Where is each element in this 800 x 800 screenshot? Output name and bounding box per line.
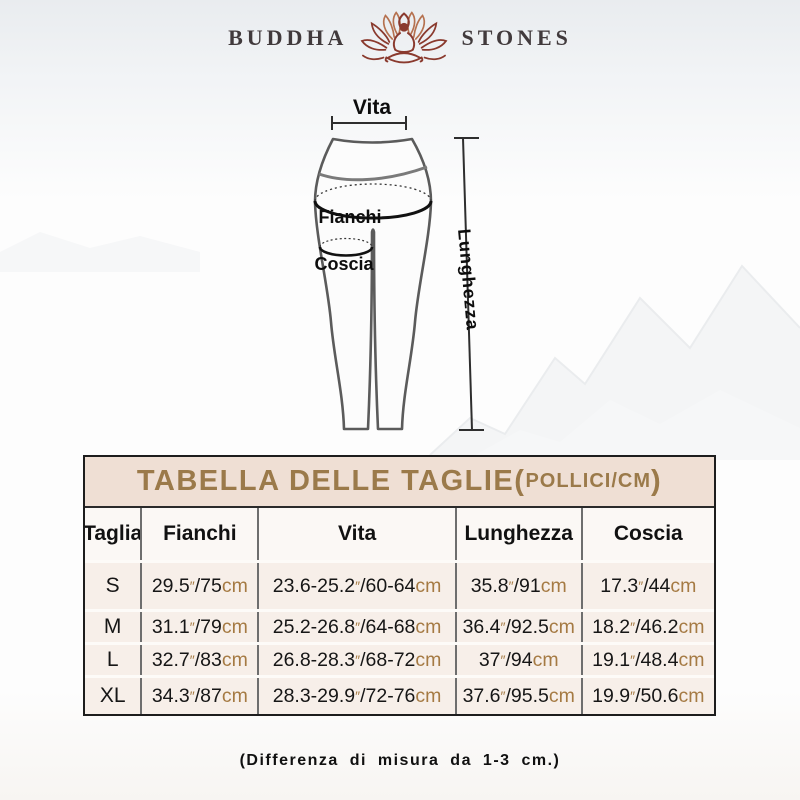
measurement-cell: 19.9 ″/50.6 cm bbox=[580, 678, 714, 714]
column-header: Vita bbox=[257, 508, 455, 560]
cm-unit: cm bbox=[678, 684, 705, 707]
table-row-l: L 32.7 ″/83 cm 26.8-28.3 ″/68-72 cm 37 ″/94 cm 19.… bbox=[85, 642, 714, 675]
cm-unit: cm bbox=[548, 615, 575, 638]
table-header-row: Taglia Fianchi Vita Lunghezza Coscia bbox=[85, 508, 714, 560]
inch-mark: ″ bbox=[630, 619, 636, 635]
inch-mark: ″ bbox=[189, 688, 195, 704]
size-table: TABELLA DELLE TAGLIE(POLLICI/CM) Taglia F… bbox=[83, 455, 716, 716]
hips-label: Fianchi bbox=[318, 207, 382, 227]
hips-ellipse-solid bbox=[313, 200, 433, 220]
size-label: L bbox=[106, 648, 119, 671]
inch-mark: ″ bbox=[189, 652, 195, 668]
inch-mark: ″ bbox=[500, 688, 506, 704]
waistband-seam bbox=[318, 165, 428, 182]
cm-unit: cm bbox=[415, 574, 442, 597]
size-table-rows: Taglia Fianchi Vita Lunghezza Coscia S 29.5 ″/7… bbox=[85, 508, 714, 714]
size-table-title-unit: POLLICI/CM bbox=[525, 470, 651, 492]
measurement-cell: 25.2-26.8 ″/64-68 cm bbox=[257, 612, 455, 642]
cm-unit: cm bbox=[540, 574, 567, 597]
measurement-cell: 32.7 ″/83 cm bbox=[140, 645, 257, 675]
measurement-cell: 18.2 ″/46.2 cm bbox=[580, 612, 714, 642]
column-header: Taglia bbox=[85, 522, 141, 545]
measurement-cell: 26.8-28.3 ″/68-72 cm bbox=[257, 645, 455, 675]
inch-mark: ″ bbox=[630, 652, 636, 668]
measurement-tolerance-note: (Differenza di misura da 1-3 cm.) bbox=[239, 752, 561, 769]
measurement-cell: 37.6 ″/95.5 cm bbox=[454, 678, 581, 714]
cm-unit: cm bbox=[678, 615, 705, 638]
cm-unit: cm bbox=[678, 648, 705, 671]
size-label: XL bbox=[99, 684, 126, 707]
inch-mark: ″ bbox=[638, 578, 644, 594]
inch-mark: ″ bbox=[500, 619, 506, 635]
cm-unit: cm bbox=[221, 648, 248, 671]
table-row-s: S 29.5 ″/75 cm 23.6-25.2 ″/60-64 cm 35.8 ″/91 cm 1… bbox=[85, 560, 714, 609]
measurement-cell: 29.5 ″/75 cm bbox=[140, 563, 257, 609]
brand-name-left: BUDDHA bbox=[228, 25, 348, 50]
inch-mark: ″ bbox=[355, 652, 361, 668]
cm-unit: cm bbox=[221, 615, 248, 638]
inch-mark: ″ bbox=[189, 619, 195, 635]
cm-unit: cm bbox=[221, 684, 248, 707]
inch-mark: ″ bbox=[355, 688, 361, 704]
measurement-cell: 35.8 ″/91 cm bbox=[454, 563, 581, 609]
size-table-title: TABELLA DELLE TAGLIE(POLLICI/CM) bbox=[85, 457, 714, 508]
brand-name-right: STONES bbox=[461, 25, 572, 50]
measurement-cell: 28.3-29.9 ″/72-76 cm bbox=[257, 678, 455, 714]
column-header: Coscia bbox=[580, 508, 714, 560]
inch-mark: ″ bbox=[355, 619, 361, 635]
measurement-cell: 31.1 ″/79 cm bbox=[140, 612, 257, 642]
measurement-cell: 36.4 ″/92.5 cm bbox=[454, 612, 581, 642]
measurement-cell: 37 ″/94 cm bbox=[454, 645, 581, 675]
cm-unit: cm bbox=[415, 684, 442, 707]
length-measure-line bbox=[454, 137, 484, 431]
waist-measure-line bbox=[331, 116, 407, 130]
cm-unit: cm bbox=[670, 574, 697, 597]
size-label: M bbox=[103, 615, 122, 638]
inch-mark: ″ bbox=[189, 578, 195, 594]
leggings-outline bbox=[313, 137, 433, 431]
brand-header: BUDDHA STONES bbox=[0, 6, 800, 70]
inch-mark: ″ bbox=[500, 652, 506, 668]
cm-unit: cm bbox=[532, 648, 559, 671]
thigh-ellipse-dotted bbox=[319, 237, 373, 248]
measurement-cell: 23.6-25.2 ″/60-64 cm bbox=[257, 563, 455, 609]
inch-mark: ″ bbox=[355, 578, 361, 594]
size-table-title-main: TABELLA DELLE TAGLIE( bbox=[136, 465, 526, 497]
cm-unit: cm bbox=[415, 648, 442, 671]
thigh-ellipse-solid bbox=[318, 246, 374, 257]
column-header: Lunghezza bbox=[454, 508, 581, 560]
table-row-xl: XL 34.3 ″/87 cm 28.3-29.9 ″/72-76 cm 37.6 ″/95.5… bbox=[85, 675, 714, 714]
table-row-m: M 31.1 ″/79 cm 25.2-26.8 ″/64-68 cm 36.4 ″/92.5 c… bbox=[85, 609, 714, 642]
size-table-title-close: ) bbox=[650, 465, 663, 497]
thigh-label: Coscia bbox=[314, 254, 374, 274]
cm-unit: cm bbox=[415, 615, 442, 638]
cm-unit: cm bbox=[221, 574, 248, 597]
measurement-cell: 17.3 ″/44 cm bbox=[580, 563, 714, 609]
hips-ellipse-dotted bbox=[314, 183, 432, 202]
measurement-cell: 19.1 ″/48.4 cm bbox=[580, 645, 714, 675]
inch-mark: ″ bbox=[630, 688, 636, 704]
leggings-diagram bbox=[313, 116, 484, 431]
measurement-cell: 34.3 ″/87 cm bbox=[140, 678, 257, 714]
lotus-meditation-icon bbox=[361, 11, 448, 64]
cm-unit: cm bbox=[548, 684, 575, 707]
column-header: Fianchi bbox=[140, 508, 257, 560]
inch-mark: ″ bbox=[508, 578, 514, 594]
waist-label: Vita bbox=[352, 96, 392, 119]
size-label: S bbox=[105, 574, 120, 597]
